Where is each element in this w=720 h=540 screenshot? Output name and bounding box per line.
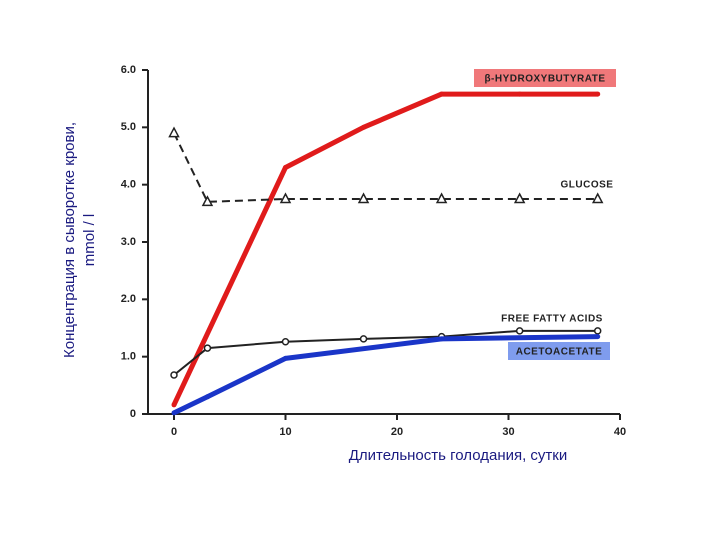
marker bbox=[439, 91, 445, 97]
marker bbox=[170, 371, 178, 379]
marker bbox=[283, 355, 288, 361]
marker bbox=[513, 192, 526, 204]
marker bbox=[591, 192, 604, 204]
y-tick-label: 3.0 bbox=[121, 236, 136, 248]
y-tick-label: 6.0 bbox=[121, 64, 136, 76]
marker bbox=[168, 126, 180, 138]
x-tick-label: 0 bbox=[171, 426, 177, 438]
y-tick-label: 0 bbox=[130, 408, 136, 420]
series-label: FREE FATTY ACIDS bbox=[501, 314, 603, 325]
marker bbox=[593, 327, 602, 335]
label-highlight bbox=[508, 342, 610, 360]
marker bbox=[595, 91, 601, 97]
y-tick-label: 1.0 bbox=[121, 351, 136, 363]
marker bbox=[201, 195, 214, 207]
marker bbox=[357, 192, 370, 204]
series-line bbox=[173, 132, 598, 203]
marker bbox=[204, 394, 210, 400]
y-tick-label: 2.0 bbox=[121, 293, 136, 305]
x-tick-label: 10 bbox=[279, 426, 291, 438]
label-highlight bbox=[474, 69, 616, 87]
y-axis-title-line: Концентрация в сыворотке крови, bbox=[61, 122, 78, 358]
series-label: GLUCOSE bbox=[561, 180, 614, 191]
y-axis-title: Концентрация в сыворотке крови, mmol / l bbox=[61, 122, 98, 358]
x-tick-label: 40 bbox=[614, 426, 626, 438]
marker bbox=[439, 336, 445, 342]
marker bbox=[361, 124, 367, 130]
marker bbox=[171, 402, 177, 408]
x-axis-title: Длительность голодания, сутки bbox=[349, 447, 568, 464]
marker bbox=[283, 164, 288, 170]
y-tick-label: 4.0 bbox=[121, 179, 136, 191]
marker bbox=[517, 91, 523, 97]
y-tick-label: 5.0 bbox=[121, 121, 136, 133]
marker bbox=[595, 334, 601, 340]
marker bbox=[281, 338, 290, 346]
series-line bbox=[171, 91, 598, 406]
marker bbox=[359, 335, 368, 343]
marker bbox=[435, 192, 448, 204]
x-tick-label: 30 bbox=[502, 426, 514, 438]
marker bbox=[171, 410, 177, 416]
x-tick-label: 20 bbox=[391, 426, 403, 438]
marker bbox=[515, 327, 524, 335]
marker bbox=[203, 344, 212, 352]
marker bbox=[279, 192, 292, 204]
series-label: β-HYDROXYBUTYRATE bbox=[484, 74, 605, 85]
y-axis-title-line: mmol / l bbox=[81, 214, 98, 267]
series-label: ACETOACETATE bbox=[516, 347, 603, 358]
